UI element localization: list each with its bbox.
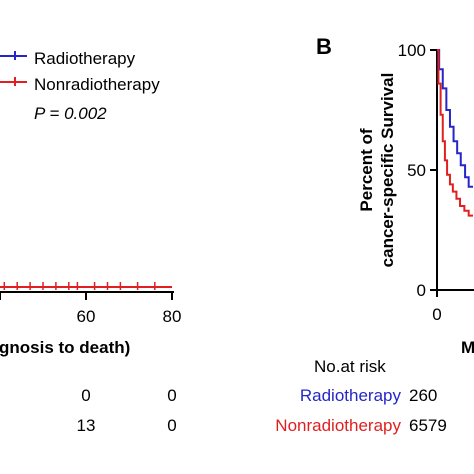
right-y-tick-label: 50 — [407, 161, 426, 180]
left-risk-cell: 0 — [81, 386, 90, 405]
left-panel: Radiotherapy Nonradiotherapy P = 0.002 6… — [0, 49, 181, 435]
p-value-text: P = 0.002 — [34, 104, 107, 123]
left-risk-cell: 0 — [167, 416, 176, 435]
right-y-ticks: 0 50 100 — [398, 41, 437, 300]
left-series — [0, 282, 172, 290]
left-risk-cell: 13 — [77, 416, 96, 435]
risk-row-radio-value: 260 — [409, 386, 437, 405]
left-risk-cell: 0 — [167, 386, 176, 405]
right-x-label: M — [461, 338, 474, 357]
legend-nonradio-marker — [0, 77, 27, 86]
right-y-label-line1: Percent of — [357, 128, 376, 211]
left-risk-table: 0 0 2 13 0 — [0, 386, 177, 435]
right-radio-line — [437, 49, 473, 188]
right-x-tick-label: 0 — [432, 305, 441, 324]
right-y-label-line2: cancer-specific Survival — [378, 73, 397, 268]
legend: Radiotherapy Nonradiotherapy P = 0.002 — [0, 49, 160, 123]
legend-nonradio-label: Nonradiotherapy — [34, 75, 160, 94]
right-y-tick-label: 0 — [417, 281, 426, 300]
left-x-tick-label: 80 — [163, 307, 182, 326]
legend-radio-marker — [0, 51, 27, 60]
right-y-tick-label: 100 — [398, 41, 426, 60]
risk-row-nonradio-value: 6579 — [409, 416, 447, 435]
left-x-tick-label: 60 — [77, 307, 96, 326]
right-series — [437, 49, 473, 217]
legend-radio-label: Radiotherapy — [34, 49, 136, 68]
risk-row-nonradio-name: Nonradiotherapy — [275, 416, 401, 435]
left-risk-cell: 2 — [0, 416, 1, 435]
right-panel: B Percent of cancer-specific Survival 0 5… — [275, 34, 474, 435]
p-value: P = 0.002 — [34, 104, 107, 123]
right-nonradio-line — [437, 49, 473, 217]
left-x-label: gnosis to death) — [0, 338, 130, 357]
panel-label-b: B — [316, 34, 332, 59]
right-x-ticks: 0 — [432, 290, 442, 324]
risk-table-title: No.at risk — [314, 357, 386, 376]
risk-row-radio-name: Radiotherapy — [300, 386, 402, 405]
left-x-ticks: 60 80 — [0, 292, 181, 326]
